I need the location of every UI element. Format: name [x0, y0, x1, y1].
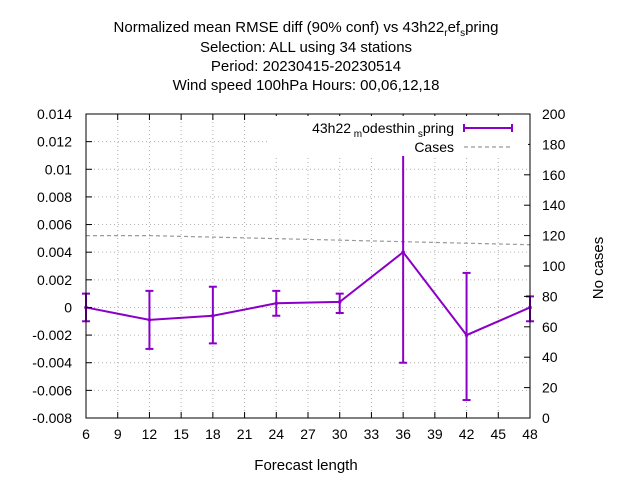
x-axis-label: Forecast length	[254, 457, 357, 474]
x-tick-label: 18	[205, 426, 221, 442]
x-tick-label: 39	[427, 426, 443, 442]
y2-tick-label: 80	[542, 288, 558, 304]
y2-tick-label: 0	[542, 410, 550, 426]
y2-tick-label: 60	[542, 319, 558, 335]
y-tick-label: -0.004	[32, 355, 72, 371]
y-tick-label: 0	[64, 299, 72, 315]
y-tick-label: 0.006	[37, 217, 72, 233]
data-point	[337, 300, 342, 304]
y-tick-label: 0.002	[37, 272, 72, 288]
x-tick-label: 6	[82, 426, 90, 442]
x-tick-label: 24	[268, 426, 284, 442]
chart-title: Normalized mean RMSE diff (90% conf) vs …	[114, 19, 499, 94]
grid-lines	[86, 114, 530, 418]
x-tick-label: 42	[459, 426, 475, 442]
y-tick-label: -0.008	[32, 410, 72, 426]
x-tick-label: 33	[364, 426, 380, 442]
x-tick-label: 9	[114, 426, 122, 442]
x-tick-label: 45	[490, 426, 506, 442]
data-point	[464, 333, 469, 337]
y2-tick-label: 160	[542, 167, 566, 183]
y2-tick-label: 120	[542, 228, 566, 244]
legend-label-rmse: 43h22 modesthin spring	[312, 120, 454, 140]
x-tick-label: 48	[522, 426, 538, 442]
data-point	[211, 313, 215, 318]
x-tick-label: 21	[237, 426, 253, 442]
y-tick-label: 0.01	[45, 161, 72, 177]
y2-tick-label: 100	[542, 258, 566, 274]
x-tick-labels: 6 9 12 15 18 21 24 27 30 33 36 39 42 45 48	[82, 426, 538, 442]
y-tick-labels: 0.014 0.012 0.01 0.008 0.006 0.004 0.002 0 -0.00…	[32, 106, 72, 426]
y2-tick-label: 200	[542, 106, 566, 122]
y-tick-label: 0.014	[37, 106, 72, 122]
y-tick-label: -0.002	[32, 327, 72, 343]
title-line-4: Wind speed 100hPa Hours: 00,06,12,18	[173, 77, 440, 94]
title-line-2: Selection: ALL using 34 stations	[200, 39, 412, 56]
y2-tick-label: 40	[542, 349, 558, 365]
legend-label-cases: Cases	[414, 139, 454, 155]
y-tick-label: 0.008	[37, 189, 72, 205]
legend: 43h22 modesthin spring Cases	[270, 116, 528, 156]
title-line-1: Normalized mean RMSE diff (90% conf) vs …	[114, 19, 499, 39]
x-tick-label: 12	[142, 426, 158, 442]
x-tick-label: 36	[395, 426, 411, 442]
x-tick-label: 15	[173, 426, 189, 442]
data-point	[401, 250, 405, 254]
y-tick-label: 0.004	[37, 244, 72, 260]
y2-tick-label: 20	[542, 380, 558, 396]
title-line-3: Period: 20230415-20230514	[211, 58, 401, 75]
y-tick-label: 0.012	[37, 134, 72, 150]
rmse-line	[85, 250, 531, 337]
y-tick-label: -0.006	[32, 382, 72, 398]
x-tick-label: 27	[300, 426, 316, 442]
y2-tick-label: 140	[542, 197, 566, 213]
y2-tick-label: 180	[542, 136, 566, 152]
x-tick-label: 30	[332, 426, 348, 442]
cases-series	[86, 235, 531, 246]
data-point	[274, 301, 279, 306]
legend-background	[270, 116, 528, 156]
y2-axis-label: No cases	[590, 237, 607, 300]
cases-line	[86, 235, 531, 246]
data-point	[147, 318, 152, 322]
